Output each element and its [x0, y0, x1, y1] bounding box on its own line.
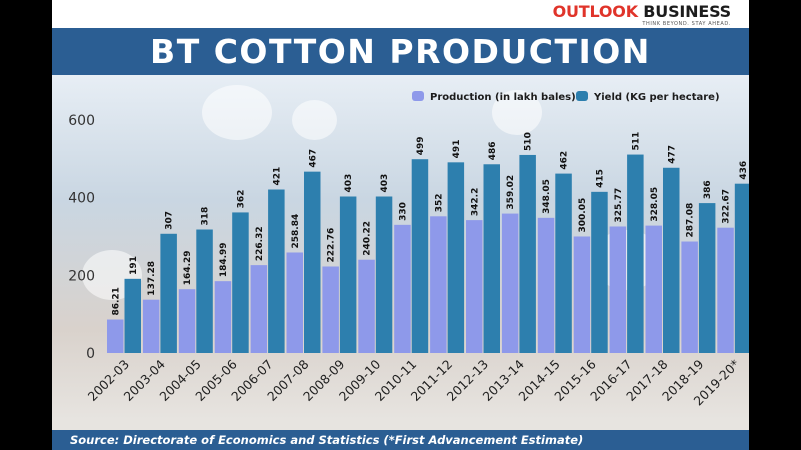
yield-bar [339, 196, 357, 353]
production-bar [717, 227, 734, 353]
yield-bar [411, 159, 429, 353]
yield-value-label: 462 [560, 151, 570, 170]
yield-bar [627, 154, 644, 353]
production-value-label: 330 [398, 202, 408, 221]
yield-value-label: 491 [452, 140, 462, 159]
production-value-label: 137.28 [147, 261, 157, 296]
cotton-boll-decor [492, 90, 542, 135]
y-tick-label: 600 [68, 113, 95, 129]
cotton-boll-decor [292, 100, 337, 140]
yield-bar [268, 189, 285, 353]
yield-value-label: 318 [201, 207, 211, 226]
brand-logo: OUTLOOK BUSINESS THINK BEYOND. STAY AHEA… [552, 2, 732, 28]
brand-tagline: THINK BEYOND. STAY AHEAD. [642, 21, 731, 27]
yield-bar [663, 167, 680, 353]
production-bar [250, 265, 268, 353]
yield-value-label: 386 [703, 180, 713, 199]
yield-bar [555, 173, 572, 353]
legend-swatch-production [412, 91, 424, 101]
yield-value-label: 421 [272, 167, 282, 186]
yield-value-label: 403 [380, 174, 390, 193]
yield-value-label: 511 [631, 132, 641, 151]
production-bar [466, 220, 483, 353]
yield-bar [519, 154, 536, 353]
yield-value-label: 403 [344, 174, 354, 193]
yield-value-label: 467 [308, 149, 318, 168]
yield-bar [375, 196, 393, 353]
production-bar [286, 252, 303, 353]
production-bar [358, 259, 375, 353]
bar-chart: 0 200 400 600 86.21 191 137.28 307 164.29 318 184… [68, 91, 749, 408]
x-axis: 2002-032003-042004-052005-062006-072007-… [85, 356, 743, 408]
yield-bar [232, 212, 249, 353]
production-value-label: 300.05 [578, 198, 588, 233]
infographic-card: OUTLOOK BUSINESS THINK BEYOND. STAY AHEA… [52, 0, 749, 450]
production-bar [107, 319, 124, 353]
yield-bar [483, 164, 500, 353]
yield-value-label: 499 [416, 136, 426, 155]
yield-value-label: 362 [236, 190, 246, 209]
yield-value-label: 191 [129, 256, 139, 275]
chart-title: BT COTTON PRODUCTION [150, 32, 651, 71]
yield-bar [698, 203, 716, 353]
production-value-label: 86.21 [111, 287, 121, 315]
legend: Production (in lakh bales) Yield (KG per… [412, 91, 720, 103]
production-bar [142, 299, 160, 353]
yield-value-label: 510 [524, 132, 534, 151]
production-value-label: 287.08 [686, 203, 696, 238]
production-bar [430, 216, 447, 353]
production-value-label: 226.32 [255, 226, 265, 261]
title-band: BT COTTON PRODUCTION [52, 28, 749, 75]
production-bar [573, 236, 591, 353]
yield-value-label: 307 [165, 211, 175, 230]
production-bar [214, 281, 232, 353]
production-value-label: 258.84 [291, 214, 301, 249]
production-value-label: 352 [434, 194, 444, 213]
production-value-label: 184.99 [219, 242, 229, 277]
yield-bar [591, 191, 608, 353]
source-note: Source: Directorate of Economics and Sta… [52, 430, 749, 450]
production-bar [609, 226, 627, 353]
yield-value-label: 436 [739, 161, 749, 180]
y-tick-label: 400 [68, 191, 95, 207]
production-bar [645, 225, 662, 353]
yield-bar [734, 183, 749, 353]
yield-bar [447, 162, 465, 353]
yield-bar [160, 233, 177, 353]
yield-value-label: 486 [488, 141, 498, 160]
production-bar [394, 224, 411, 353]
production-bar [178, 289, 196, 353]
legend-label-production: Production (in lakh bales) [430, 92, 576, 103]
production-value-label: 359.02 [506, 175, 516, 210]
legend-label-yield: Yield (KG per hectare) [593, 92, 720, 103]
y-axis: 0 200 400 600 [68, 113, 95, 362]
bars: 86.21 191 137.28 307 164.29 318 184.99 362 226.3… [107, 132, 749, 353]
yield-bar [304, 171, 321, 353]
production-bar [322, 266, 339, 353]
yield-value-label: 415 [595, 169, 605, 188]
production-value-label: 222.76 [327, 228, 337, 263]
production-value-label: 348.05 [542, 179, 552, 214]
y-tick-label: 200 [68, 268, 95, 284]
cotton-boll-decor [202, 85, 272, 140]
production-value-label: 325.77 [614, 188, 624, 223]
yield-bar [196, 229, 213, 353]
production-value-label: 342.2 [470, 188, 480, 216]
production-value-label: 240.22 [363, 221, 373, 256]
yield-bar [124, 278, 141, 353]
y-tick-label: 0 [86, 346, 95, 362]
yield-value-label: 477 [667, 145, 677, 164]
legend-swatch-yield [576, 91, 588, 101]
production-bar [501, 213, 519, 353]
production-bar [537, 217, 555, 353]
production-value-label: 328.05 [650, 187, 660, 222]
production-value-label: 164.29 [183, 250, 193, 285]
production-value-label: 322.67 [722, 189, 732, 224]
production-bar [681, 241, 698, 353]
